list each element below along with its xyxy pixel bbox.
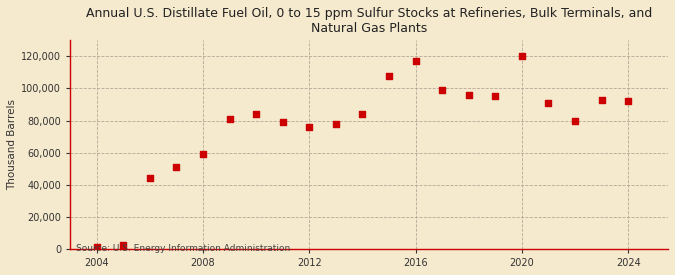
Y-axis label: Thousand Barrels: Thousand Barrels [7,99,17,190]
Point [171,165,182,169]
Point [516,54,527,59]
Point [570,118,580,123]
Point [596,98,607,102]
Point [357,112,368,116]
Text: Source: U.S. Energy Information Administration: Source: U.S. Energy Information Administ… [76,244,290,253]
Point [331,122,342,126]
Point [623,99,634,103]
Point [91,245,102,250]
Title: Annual U.S. Distillate Fuel Oil, 0 to 15 ppm Sulfur Stocks at Refineries, Bulk T: Annual U.S. Distillate Fuel Oil, 0 to 15… [86,7,652,35]
Point [543,101,554,105]
Point [277,120,288,124]
Point [250,112,261,116]
Point [144,176,155,181]
Point [437,88,448,92]
Point [463,93,474,97]
Point [118,243,129,248]
Point [304,125,315,129]
Point [198,152,209,156]
Point [490,94,501,99]
Point [410,59,421,63]
Point [383,73,394,78]
Point [224,117,235,121]
